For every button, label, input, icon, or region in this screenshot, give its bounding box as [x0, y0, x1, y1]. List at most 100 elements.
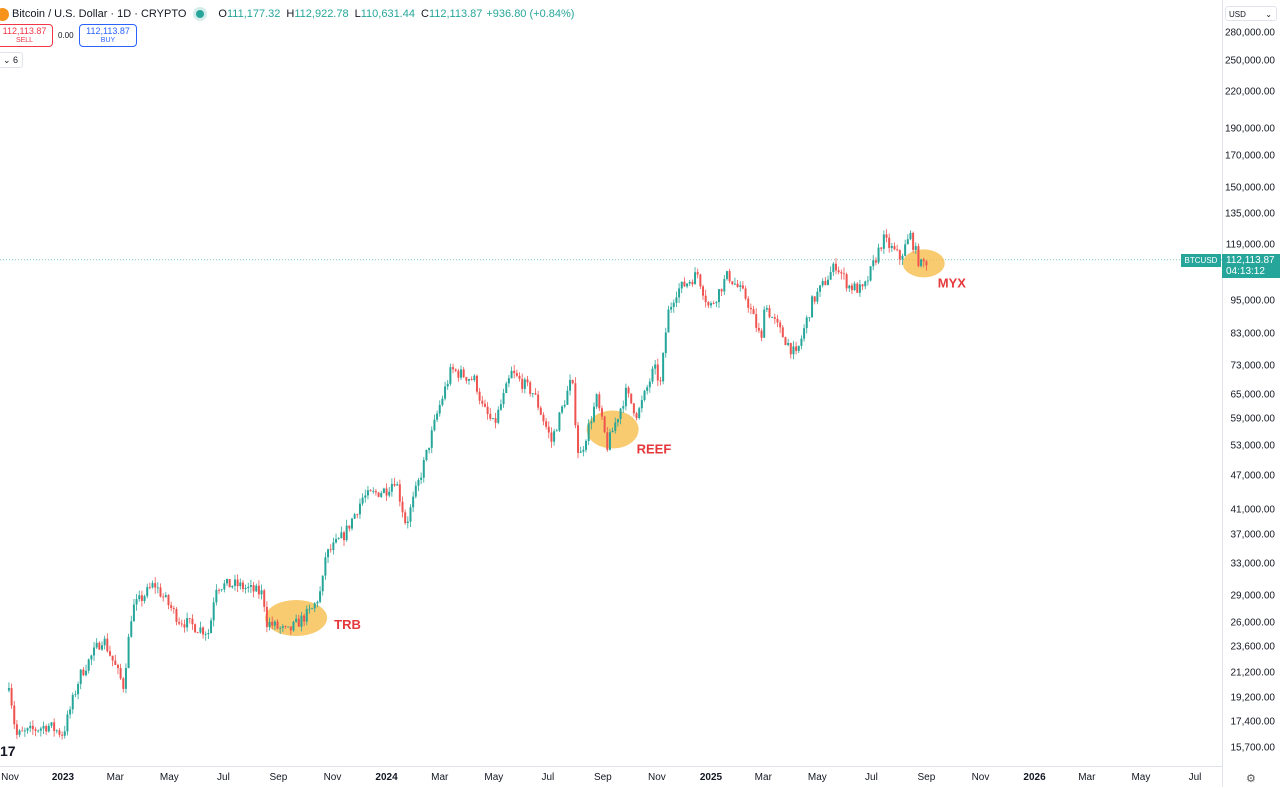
currency-select[interactable]: USD ⌄: [1225, 6, 1277, 21]
time-tick-label: Mar: [754, 772, 772, 783]
candle-body: [694, 272, 697, 285]
candle-body: [553, 431, 556, 442]
time-axis[interactable]: Nov 2023 Mar May Jul Sep Nov 2024 Mar May Jul Sep No…: [0, 766, 1222, 788]
candle-body: [127, 636, 130, 669]
candle-body: [29, 725, 32, 729]
candle-body: [308, 608, 311, 610]
candle-body: [21, 730, 24, 732]
candle-body: [816, 291, 819, 302]
candle-body: [882, 234, 885, 249]
price-tick-label: 37,000.00: [1230, 529, 1276, 541]
time-tick-label: May: [159, 772, 179, 783]
candle-body: [784, 337, 787, 346]
candle-body: [606, 432, 609, 450]
sell-button[interactable]: 112,113.87 SELL: [0, 24, 53, 47]
candle-body: [893, 246, 896, 250]
candle-body: [914, 246, 917, 250]
candle-body: [23, 730, 26, 732]
price-tick-label: 33,000.00: [1230, 558, 1276, 570]
candle-body: [111, 655, 114, 661]
candle-body: [805, 317, 808, 329]
time-tick-label: Nov: [648, 772, 666, 783]
candle-body: [702, 286, 705, 296]
time-tick-label: 2025: [699, 772, 723, 783]
chart-area[interactable]: TRB REEF MYX: [0, 0, 1222, 766]
candle-body: [295, 618, 298, 622]
price-axis[interactable]: 280,000.00 250,000.00 220,000.00 190,000.00…: [1222, 0, 1280, 787]
candle-body: [555, 430, 558, 432]
candle-body: [725, 271, 728, 280]
candle-body: [595, 394, 598, 407]
candle-body: [611, 430, 614, 433]
candle-body: [93, 647, 96, 656]
candle-body: [664, 332, 667, 354]
candle-body: [467, 379, 470, 381]
candle-body: [678, 288, 681, 298]
annotation-label-trb: TRB: [334, 617, 361, 632]
candle-body: [55, 730, 58, 732]
candle-body: [297, 618, 300, 627]
candle-body: [763, 309, 766, 338]
candle-body: [542, 414, 545, 422]
candle-body: [502, 392, 505, 405]
candle-body: [566, 390, 569, 405]
candle-body: [287, 626, 290, 628]
candlestick-chart[interactable]: TRB REEF MYX: [0, 0, 1222, 766]
time-tick-label: May: [484, 772, 504, 783]
candle-body: [172, 608, 175, 609]
candle-body: [335, 538, 338, 543]
candle-body: [13, 705, 16, 725]
candle-body: [10, 688, 13, 706]
price-tick-label: 19,200.00: [1230, 692, 1276, 704]
candle-body: [630, 393, 633, 404]
price-tick-label: 21,200.00: [1230, 667, 1276, 679]
candle-body: [425, 449, 428, 460]
candle-body: [220, 589, 223, 591]
candle-body: [103, 638, 106, 646]
candle-body: [866, 280, 869, 282]
candle-body: [744, 288, 747, 299]
candle-body: [58, 730, 61, 735]
buy-button[interactable]: 112,113.87 BUY: [79, 24, 137, 47]
candle-body: [534, 393, 537, 395]
chart-header: Bitcoin / U.S. Dollar · 1D · CRYPTO O 111…: [0, 0, 574, 28]
candle-body: [614, 422, 617, 431]
gear-icon[interactable]: ⚙: [1246, 773, 1256, 785]
candle-body: [167, 595, 170, 606]
candle-body: [422, 459, 425, 478]
candle-body: [574, 383, 577, 426]
candle-body: [795, 346, 798, 351]
time-tick-label: Nov: [323, 772, 342, 783]
time-tick-label: Mar: [431, 772, 449, 783]
time-tick-label: Jul: [541, 772, 555, 783]
candle-body: [473, 375, 476, 380]
candle-body: [414, 485, 417, 497]
candle-body: [225, 579, 228, 584]
candle-body: [563, 404, 566, 407]
candle-body: [659, 380, 662, 382]
symbol-title[interactable]: Bitcoin / U.S. Dollar · 1D · CRYPTO: [12, 8, 187, 20]
candle-body: [7, 688, 10, 691]
market-open-icon: [196, 10, 205, 18]
candle-body: [505, 383, 508, 393]
candle-body: [34, 729, 37, 731]
candle-body: [273, 621, 276, 626]
candle-body: [635, 413, 638, 419]
candle-body: [79, 669, 82, 685]
candle-body: [848, 285, 851, 289]
candle-body: [765, 308, 768, 310]
candle-body: [377, 492, 380, 497]
candle-body: [906, 239, 909, 245]
candle-body: [465, 377, 468, 381]
candle-body: [228, 579, 231, 588]
annotation-label-reef: REEF: [637, 442, 672, 457]
symbol-price-tag: BTCUSD: [1181, 254, 1221, 267]
candle-body: [486, 406, 489, 415]
indicators-toggle-button[interactable]: ⌄ 6: [0, 52, 24, 68]
candle-body: [353, 514, 356, 519]
candle-body: [420, 477, 423, 480]
candle-body: [37, 730, 40, 732]
candle-body: [45, 726, 48, 732]
time-tick-label: Sep: [593, 772, 612, 783]
time-tick-label: May: [1131, 772, 1151, 783]
